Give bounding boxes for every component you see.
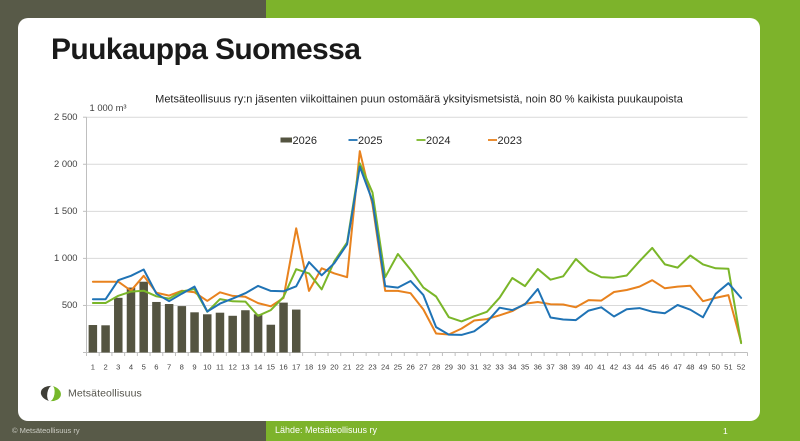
svg-text:29: 29 [445,362,453,371]
svg-text:1: 1 [91,362,95,371]
svg-text:25: 25 [394,362,402,371]
svg-text:2025: 2025 [358,135,382,147]
svg-text:42: 42 [610,362,618,371]
svg-text:Metsäteollisuus ry:n jäsenten: Metsäteollisuus ry:n jäsenten viikoittai… [155,94,684,106]
svg-text:37: 37 [546,362,554,371]
svg-text:49: 49 [699,362,707,371]
svg-text:44: 44 [635,362,643,371]
svg-text:5: 5 [142,362,146,371]
svg-text:34: 34 [508,362,516,371]
svg-text:48: 48 [686,362,694,371]
svg-text:18: 18 [305,362,313,371]
svg-text:2: 2 [103,362,107,371]
svg-text:32: 32 [483,362,491,371]
svg-text:2 500: 2 500 [54,111,77,122]
svg-text:2023: 2023 [498,135,522,147]
svg-text:10: 10 [203,362,211,371]
svg-text:28: 28 [432,362,440,371]
svg-text:43: 43 [622,362,630,371]
svg-text:14: 14 [254,362,262,371]
svg-text:41: 41 [597,362,605,371]
svg-text:39: 39 [572,362,580,371]
svg-text:15: 15 [267,362,275,371]
svg-text:21: 21 [343,362,351,371]
svg-text:4: 4 [129,362,133,371]
svg-text:8: 8 [180,362,184,371]
svg-text:23: 23 [368,362,376,371]
svg-text:1 500: 1 500 [54,205,77,216]
svg-text:3: 3 [116,362,120,371]
svg-text:46: 46 [661,362,669,371]
svg-text:17: 17 [292,362,300,371]
svg-text:1 000 m³: 1 000 m³ [90,102,127,113]
svg-text:12: 12 [228,362,236,371]
svg-text:500: 500 [62,299,78,310]
svg-text:24: 24 [381,362,389,371]
svg-text:6: 6 [154,362,158,371]
svg-text:50: 50 [711,362,719,371]
svg-text:36: 36 [534,362,542,371]
svg-text:2 000: 2 000 [54,158,77,169]
svg-text:20: 20 [330,362,338,371]
svg-text:Metsäteollisuus: Metsäteollisuus [68,388,142,400]
svg-text:2024: 2024 [426,135,450,147]
svg-text:27: 27 [419,362,427,371]
svg-text:11: 11 [216,362,224,371]
svg-text:40: 40 [584,362,592,371]
svg-text:51: 51 [724,362,732,371]
svg-text:19: 19 [317,362,325,371]
svg-text:52: 52 [737,362,745,371]
svg-text:33: 33 [495,362,503,371]
svg-text:16: 16 [279,362,287,371]
svg-text:45: 45 [648,362,656,371]
svg-text:38: 38 [559,362,567,371]
svg-text:2026: 2026 [293,135,317,147]
svg-text:7: 7 [167,362,171,371]
svg-text:31: 31 [470,362,478,371]
svg-text:22: 22 [356,362,364,371]
svg-text:35: 35 [521,362,529,371]
svg-text:1 000: 1 000 [54,252,77,263]
svg-text:13: 13 [241,362,249,371]
svg-text:47: 47 [673,362,681,371]
svg-text:26: 26 [406,362,414,371]
svg-text:30: 30 [457,362,465,371]
svg-text:9: 9 [192,362,196,371]
